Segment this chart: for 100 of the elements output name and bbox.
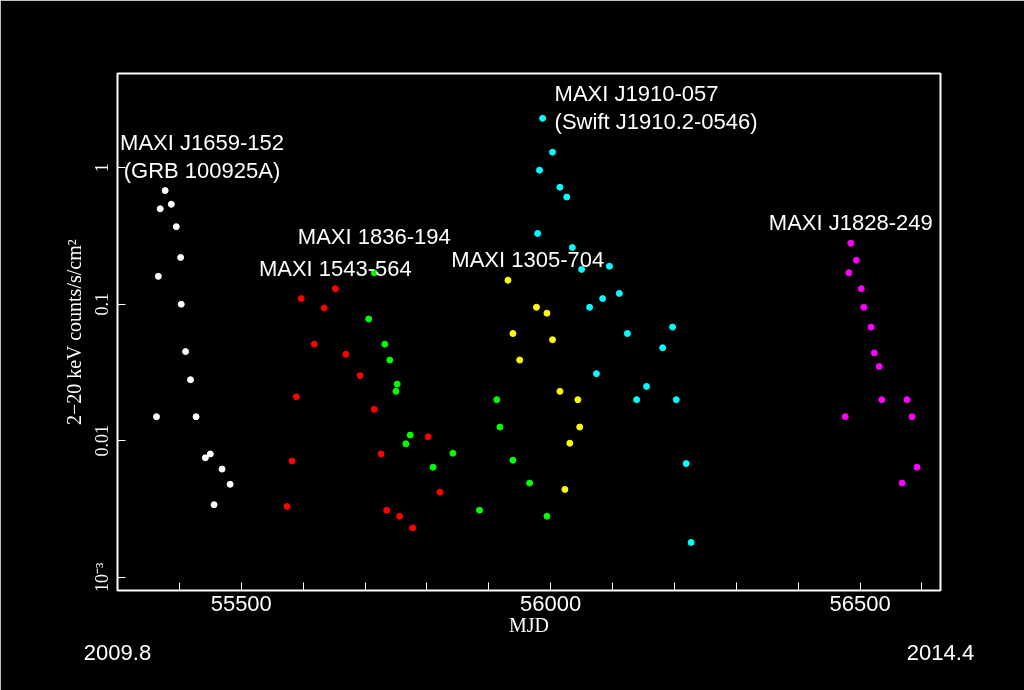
point	[860, 303, 868, 311]
x-tick-label: 56000	[520, 590, 582, 616]
point	[210, 501, 218, 509]
point	[556, 387, 564, 395]
x-tick-label: 55500	[210, 590, 272, 616]
point	[187, 376, 195, 384]
point	[532, 303, 540, 311]
point	[476, 506, 483, 514]
x-tick-label: 56500	[829, 590, 891, 616]
point	[898, 479, 906, 487]
y-tick-label: 1	[92, 163, 113, 173]
point	[342, 350, 350, 358]
y-axis-title: 2−20 keV counts/s/cm²	[62, 239, 85, 426]
point	[449, 449, 457, 457]
point	[297, 295, 305, 303]
point	[568, 244, 576, 252]
point	[536, 166, 544, 174]
point	[592, 370, 600, 378]
point	[549, 148, 557, 156]
point	[172, 223, 180, 231]
point	[659, 344, 667, 352]
series-label: MAXI J1828-249	[768, 210, 933, 236]
point	[161, 187, 169, 195]
point	[539, 114, 547, 122]
point	[356, 372, 364, 380]
point	[167, 200, 175, 208]
point	[218, 465, 226, 473]
series-label: MAXI J1910-057 (Swift J1910.2-0546)	[554, 80, 758, 134]
point	[643, 382, 651, 390]
point	[672, 396, 680, 404]
point	[870, 349, 878, 357]
point	[386, 356, 394, 364]
point	[152, 413, 160, 421]
point	[288, 457, 296, 465]
point	[493, 396, 501, 404]
text: 2009.8	[83, 639, 152, 665]
point	[377, 450, 385, 458]
point	[682, 460, 690, 468]
point	[845, 269, 853, 277]
point	[878, 396, 886, 404]
point	[516, 356, 524, 364]
point	[292, 393, 300, 401]
point	[402, 440, 410, 448]
y-tick-label: 10⁻³	[92, 561, 113, 592]
point	[436, 488, 444, 496]
point	[509, 330, 517, 338]
point	[370, 405, 378, 413]
point	[226, 480, 234, 488]
point	[841, 413, 849, 421]
point	[867, 323, 875, 331]
point	[574, 396, 582, 404]
point	[543, 512, 551, 520]
series-label: MAXI 1305-704	[451, 247, 605, 273]
point	[549, 336, 557, 344]
point	[283, 502, 291, 510]
point	[383, 506, 391, 514]
point	[556, 183, 564, 191]
point	[429, 463, 437, 471]
point	[320, 304, 328, 312]
point	[561, 485, 569, 493]
point	[392, 387, 400, 395]
y-tick-label: 0.01	[92, 425, 113, 457]
point	[177, 300, 185, 308]
point	[913, 463, 921, 471]
point	[509, 456, 517, 464]
series-label: MAXI 1836-194	[297, 223, 451, 249]
point	[331, 285, 339, 293]
point	[192, 413, 200, 421]
point	[847, 239, 855, 247]
point	[534, 229, 542, 237]
point	[504, 276, 512, 284]
point	[566, 439, 574, 447]
point	[623, 330, 631, 338]
point	[154, 272, 162, 280]
point	[669, 323, 677, 331]
point	[177, 254, 185, 261]
point	[875, 362, 883, 370]
series-label: MAXI J1659-152 (GRB 100925A)	[120, 129, 284, 183]
point	[908, 413, 916, 421]
point	[201, 454, 209, 462]
point	[605, 262, 613, 270]
point	[409, 524, 417, 532]
point	[365, 315, 373, 323]
point	[396, 512, 404, 520]
point	[543, 309, 551, 317]
point	[852, 256, 860, 264]
x-axis-title: MJD	[509, 613, 550, 636]
point	[615, 289, 623, 297]
series-label: MAXI 1543-564	[258, 255, 412, 281]
point	[586, 303, 594, 311]
point	[903, 396, 911, 404]
point	[310, 340, 318, 348]
point	[496, 423, 504, 431]
point	[857, 285, 865, 293]
point	[599, 295, 607, 303]
point	[687, 538, 695, 546]
point	[563, 193, 571, 201]
point	[526, 479, 534, 487]
point	[424, 433, 432, 441]
point	[393, 380, 401, 388]
